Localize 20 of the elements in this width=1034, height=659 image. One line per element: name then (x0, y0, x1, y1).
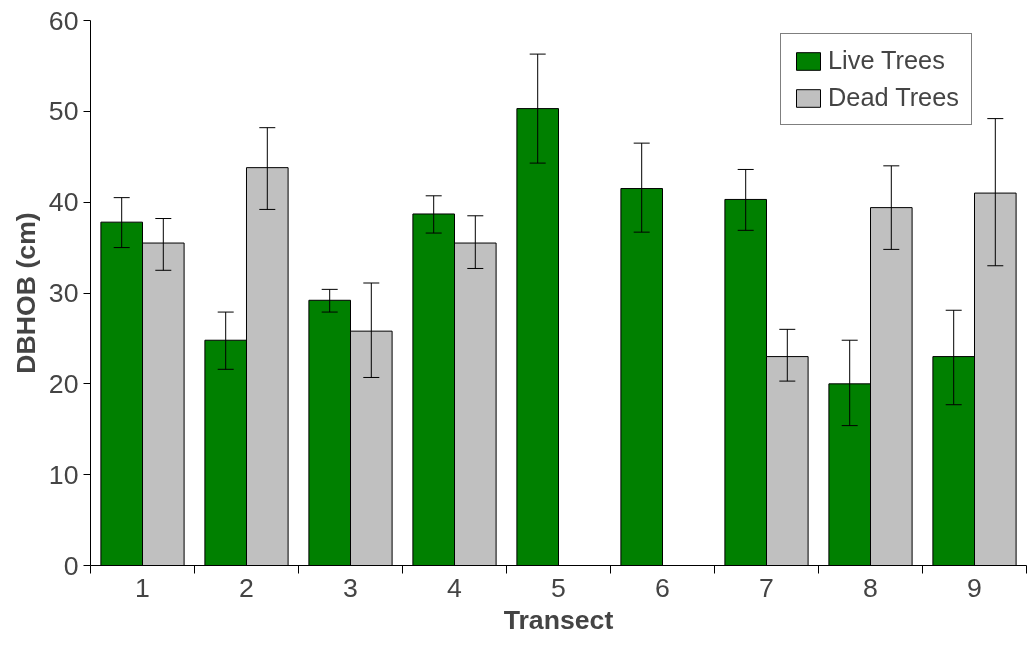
y-tick-label: 10 (48, 459, 79, 490)
legend-label: Live Trees (828, 46, 945, 75)
y-tick-label: 40 (48, 187, 79, 218)
x-tick-label: 4 (447, 572, 463, 603)
x-tick-label: 5 (551, 572, 566, 603)
y-axis-title: DBHOB (cm) (10, 212, 41, 374)
x-tick-label: 6 (655, 572, 670, 603)
x-tick-label: 3 (343, 572, 358, 603)
x-tick-label: 9 (967, 572, 982, 603)
y-tick-label: 20 (48, 368, 79, 399)
x-tick-label: 8 (863, 572, 878, 603)
x-axis-title: Transect (503, 604, 614, 635)
y-tick-label: 60 (48, 5, 79, 36)
legend-label: Dead Trees (828, 83, 959, 112)
y-tick-label: 0 (63, 550, 79, 581)
x-tick-label: 2 (239, 572, 254, 603)
x-tick-label: 1 (135, 572, 150, 603)
y-tick-label: 50 (48, 96, 79, 127)
x-tick-label: 7 (759, 572, 774, 603)
y-tick-label: 30 (48, 278, 79, 308)
